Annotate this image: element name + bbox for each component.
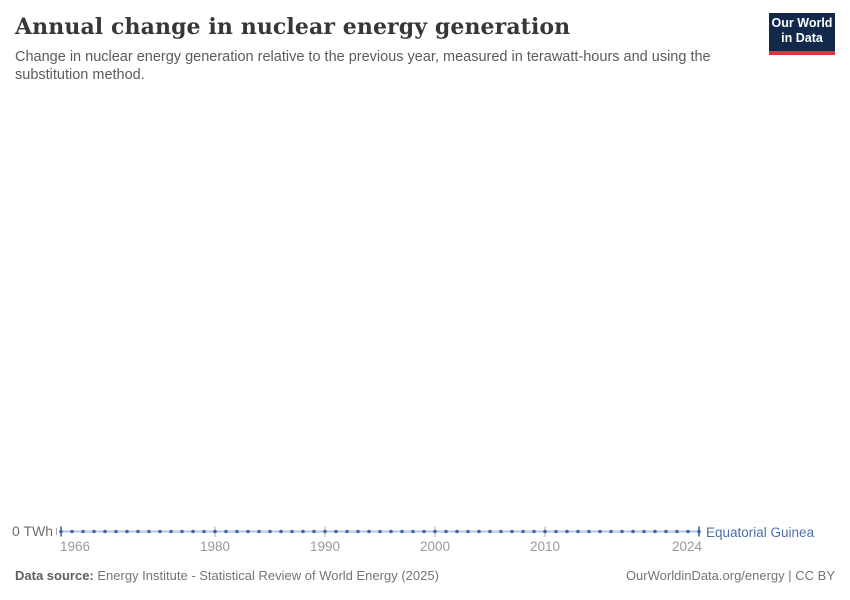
data-point[interactable] <box>444 529 448 534</box>
owid-logo[interactable]: Our World in Data <box>769 13 835 55</box>
data-point[interactable] <box>521 529 525 534</box>
data-point[interactable] <box>675 529 679 534</box>
data-point[interactable] <box>70 529 74 534</box>
data-point[interactable] <box>323 529 327 534</box>
data-point[interactable] <box>609 529 613 534</box>
data-point[interactable] <box>598 529 602 534</box>
chart-header: Annual change in nuclear energy generati… <box>15 14 835 84</box>
data-source-text: Energy Institute - Statistical Review of… <box>97 568 439 583</box>
data-point[interactable] <box>257 529 261 534</box>
data-point[interactable] <box>686 529 690 534</box>
attribution-link[interactable]: OurWorldinData.org/energy | CC BY <box>625 568 835 583</box>
data-point[interactable] <box>312 529 316 534</box>
data-point[interactable] <box>642 529 646 534</box>
data-point[interactable] <box>378 529 382 534</box>
x-tick-label: 2000 <box>420 539 450 554</box>
data-point[interactable] <box>620 529 624 534</box>
data-point[interactable] <box>576 529 580 534</box>
page-subtitle: Change in nuclear energy generation rela… <box>15 49 711 83</box>
data-point[interactable] <box>224 529 228 534</box>
chart-footer: Data source: Energy Institute - Statisti… <box>15 568 835 583</box>
data-point[interactable] <box>279 529 283 534</box>
data-point[interactable] <box>268 529 272 534</box>
data-point[interactable] <box>290 529 294 534</box>
y-axis-zero-label: 0 TWh <box>12 523 53 539</box>
data-point[interactable] <box>411 529 415 534</box>
data-point[interactable] <box>59 529 63 534</box>
data-point[interactable] <box>345 529 349 534</box>
entity-label[interactable]: Equatorial Guinea <box>706 524 815 540</box>
data-point[interactable] <box>631 529 635 534</box>
data-point[interactable] <box>488 529 492 534</box>
data-point[interactable] <box>334 529 338 534</box>
data-point[interactable] <box>433 529 437 534</box>
data-point[interactable] <box>499 529 503 534</box>
owid-logo-line1: Our World <box>771 16 833 30</box>
data-point[interactable] <box>697 529 701 534</box>
x-tick-label: 2010 <box>530 539 560 554</box>
data-point[interactable] <box>554 529 558 534</box>
data-point[interactable] <box>180 529 184 534</box>
data-point[interactable] <box>664 529 668 534</box>
page-title: Annual change in nuclear energy generati… <box>15 14 571 40</box>
data-point[interactable] <box>466 529 470 534</box>
data-point[interactable] <box>213 529 217 534</box>
data-point[interactable] <box>246 529 250 534</box>
data-point[interactable] <box>114 529 118 534</box>
data-point[interactable] <box>653 529 657 534</box>
x-tick-label: 2024 <box>672 539 703 554</box>
data-source-line: Data source: Energy Institute - Statisti… <box>15 568 439 583</box>
owid-logo-line2: in Data <box>781 31 823 45</box>
data-point[interactable] <box>510 529 514 534</box>
data-point[interactable] <box>202 529 206 534</box>
data-point[interactable] <box>389 529 393 534</box>
data-point[interactable] <box>565 529 569 534</box>
data-point[interactable] <box>455 529 459 534</box>
data-point[interactable] <box>400 529 404 534</box>
x-tick-label: 1966 <box>60 539 90 554</box>
data-point[interactable] <box>587 529 591 534</box>
x-tick-label: 1980 <box>200 539 230 554</box>
x-tick-label: 1990 <box>310 539 340 554</box>
data-point[interactable] <box>147 529 151 534</box>
data-source-label: Data source: <box>15 568 94 583</box>
data-point[interactable] <box>532 529 536 534</box>
line-chart[interactable]: 1966 1980 1990 2000 2010 2024 <box>0 515 850 560</box>
data-point[interactable] <box>191 529 195 534</box>
data-point[interactable] <box>125 529 129 534</box>
data-point[interactable] <box>103 529 107 534</box>
data-point[interactable] <box>92 529 96 534</box>
data-point[interactable] <box>235 529 239 534</box>
data-point[interactable] <box>356 529 360 534</box>
data-point[interactable] <box>301 529 305 534</box>
data-point[interactable] <box>169 529 173 534</box>
data-point[interactable] <box>367 529 371 534</box>
data-point[interactable] <box>477 529 481 534</box>
data-point[interactable] <box>422 529 426 534</box>
data-point[interactable] <box>81 529 85 534</box>
data-point[interactable] <box>136 529 140 534</box>
data-point[interactable] <box>158 529 162 534</box>
data-point[interactable] <box>543 529 547 534</box>
